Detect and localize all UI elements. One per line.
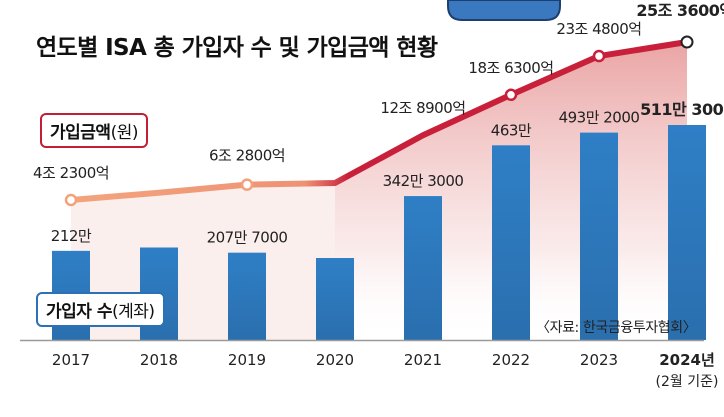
source-note: 〈자료: 한국금융투자협회〉: [536, 320, 697, 336]
count-label-2021: 342만 3000: [383, 172, 464, 190]
x-tick-2023: 2023: [580, 351, 618, 369]
count-label-2019: 207만 7000: [207, 229, 288, 247]
x-tick-2019: 2019: [228, 351, 266, 369]
count-label-2017: 212만: [51, 227, 92, 245]
bar-2019: [228, 252, 266, 340]
bar-2023: [580, 132, 618, 340]
amount-label-2022: 18조 6300억: [468, 59, 553, 77]
count-label-2023: 493만 2000: [559, 109, 640, 127]
amount-label-2023: 23조 4800억: [556, 20, 641, 38]
amount-marker-2017: [64, 193, 78, 207]
line-series: [64, 35, 694, 207]
legend-count: 가입자 수(계좌): [36, 292, 165, 327]
x-tick-note: (2월 기준): [656, 374, 719, 390]
x-tick-2021: 2021: [404, 351, 442, 369]
bar-series: [52, 125, 706, 340]
amount-line: [68, 39, 690, 203]
chart-title: 연도별 ISA 총 가입자 수 및 가입금액 현황: [36, 35, 438, 61]
count-label-2022: 463만: [491, 121, 532, 139]
legend-amount: 가입금액(원): [40, 113, 148, 148]
x-tick-2022: 2022: [492, 351, 530, 369]
legend-count-unit: (계좌): [111, 302, 155, 322]
legend-count-label: 가입자 수: [46, 302, 112, 322]
amount-marker-2019: [240, 178, 254, 191]
bar-2020: [316, 258, 354, 340]
data-labels: 4조 2300억 6조 2800억 12조 8900억 18조 6300억 23조 48…: [33, 1, 724, 247]
bar-2021: [404, 196, 442, 340]
x-tick-2020: 2020: [316, 351, 354, 369]
count-label-2024년: 511만 3000: [640, 100, 724, 119]
bar-2022: [492, 145, 530, 340]
amount-label-2019: 6조 2800억: [209, 147, 285, 165]
bar-2024년: [668, 125, 706, 340]
amount-label-2017: 4조 2300억: [33, 164, 109, 182]
amount-marker-2022: [504, 88, 518, 102]
amount-label-2021: 12조 8900억: [380, 99, 465, 117]
amount-marker-2024년: [680, 35, 694, 49]
legend-amount-label: 가입금액: [50, 123, 111, 143]
legend-amount-unit: (원): [110, 123, 139, 143]
amount-marker-2023: [592, 49, 606, 63]
decorative-shape: [447, 0, 561, 21]
amount-label-2024년: 25조 3600억: [636, 1, 724, 20]
x-tick-2024년: 2024년: [659, 351, 715, 369]
x-tick-2017: 2017: [52, 351, 90, 369]
x-tick-2018: 2018: [140, 351, 178, 369]
x-axis: 2017 2018 2019 2020 2021 2022 2023 2024년 (2월 기준): [20, 339, 719, 390]
